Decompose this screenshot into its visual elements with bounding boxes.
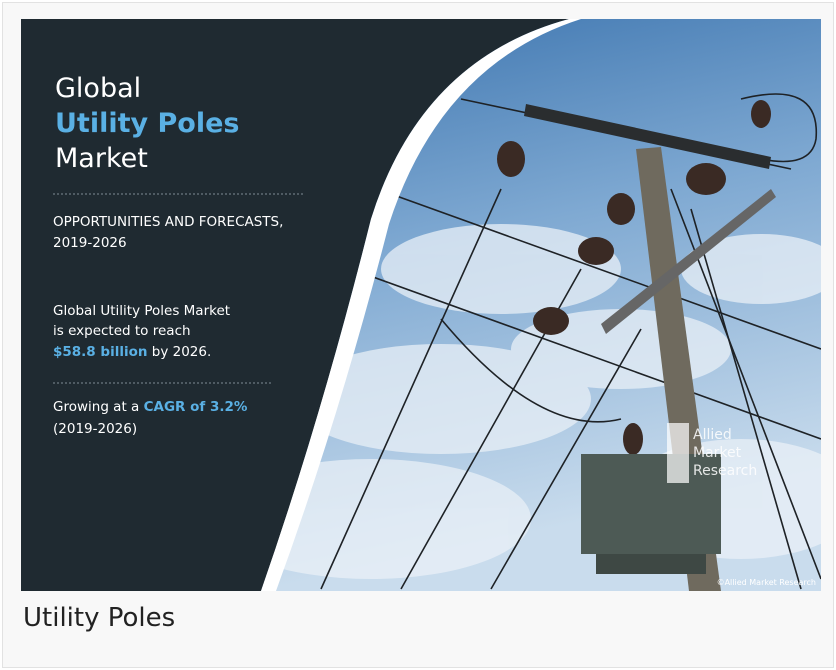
highlight: $58.8 billion [53,344,147,360]
infographic: Global Utility Poles Market OPPORTUNITIE… [21,19,821,591]
statement: $58.8 billion by 2026. [53,344,211,360]
subtitle: 2019-2026 [53,235,127,251]
credit: ©Allied Market Research [717,578,816,587]
title-highlight: Utility Poles [55,108,239,139]
title-line: Market [55,143,148,174]
statement-end: by 2026. [152,344,212,360]
growth: (2019-2026) [53,421,137,437]
logo-mark [667,423,689,483]
highlight: CAGR of 3.2% [144,399,248,415]
subtitle: OPPORTUNITIES AND FORECASTS, [53,214,283,230]
growth-text: Growing at a [53,399,139,415]
title-line: Global [55,73,141,104]
logo-text: Research [693,463,757,479]
statement: is expected to reach [53,323,191,339]
caption: Utility Poles [23,603,175,633]
logo-text: Market [693,445,742,461]
growth: Growing at a CAGR of 3.2% [53,399,248,415]
image-card: Global Utility Poles Market OPPORTUNITIE… [2,2,834,668]
statement: Global Utility Poles Market [53,303,230,319]
transformer-base [596,554,706,574]
logo-text: Allied [693,427,732,443]
